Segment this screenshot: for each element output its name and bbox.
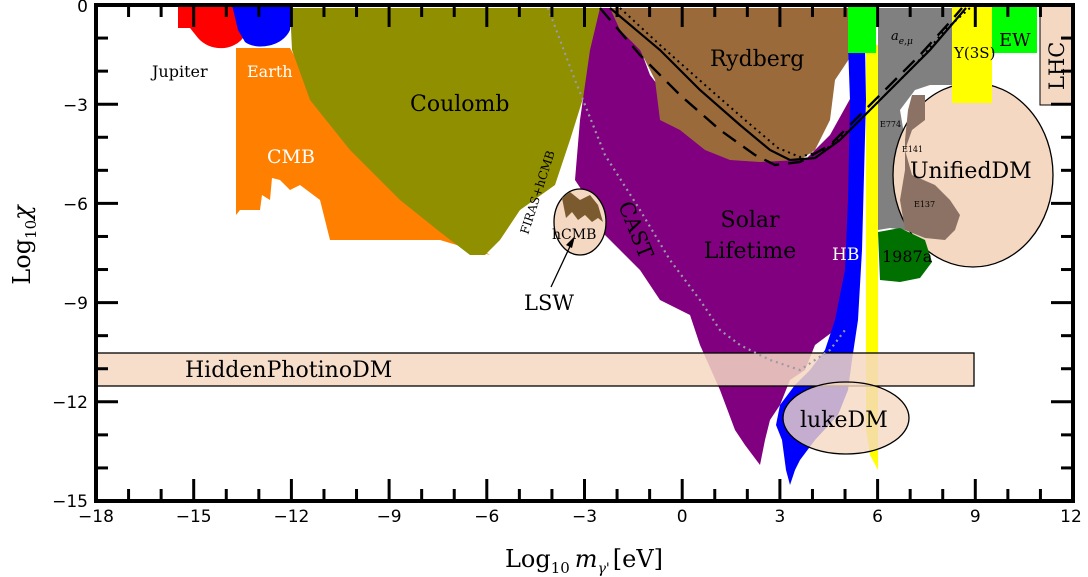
region-coulomb	[290, 8, 610, 255]
curve-solid	[609, 7, 967, 162]
label-hb: HB	[832, 245, 859, 265]
y-axis-log-sub: 10	[22, 220, 40, 239]
region-earth	[232, 5, 292, 47]
label-e137: E137	[914, 200, 935, 209]
x-tick-label: 0	[677, 507, 688, 527]
region-lukedm	[782, 381, 910, 455]
x-tick-label: −9	[377, 507, 402, 527]
x-axis-log-sub: 10	[551, 559, 570, 577]
lsw-arrow	[550, 239, 574, 288]
x-tick-label: 12	[1060, 507, 1082, 527]
region-1987a	[878, 228, 932, 282]
region-e-experiments	[900, 95, 960, 240]
label-a-sub: e,μ	[899, 37, 913, 47]
label-cmb: CMB	[267, 146, 315, 168]
x-axis-log: Log	[505, 545, 551, 573]
x-tick-label: 9	[970, 507, 981, 527]
x-tick-label: 6	[872, 507, 883, 527]
x-tick-labels: −18 −15 −12 −9 −6 −3 0 3 6 9 12	[78, 507, 1082, 527]
label-lsw: LSW	[524, 291, 574, 315]
curve-cast-dotted	[546, 7, 846, 372]
y-axis-log: Log	[8, 239, 36, 285]
label-upsilon: Υ(3S)	[953, 44, 995, 62]
y-tick-label: −9	[63, 294, 88, 314]
y-axis-title: Log10χ	[8, 204, 40, 285]
label-hcmb: hCMB	[552, 227, 596, 243]
x-tick-label: −3	[572, 507, 597, 527]
x-tick-label: 3	[774, 507, 785, 527]
region-hiddenphotinodm	[95, 352, 975, 387]
y-tick-labels: −15 −12 −9 −6 −3 0	[52, 0, 88, 512]
region-upsilon	[952, 5, 992, 103]
region-solar-lifetime	[575, 8, 860, 465]
label-lukedm: lukeDM	[800, 408, 888, 433]
region-green-top	[848, 5, 876, 53]
label-jupiter: Jupiter	[150, 62, 208, 81]
lsw-arrow-head	[566, 236, 575, 248]
curve-dotted	[619, 7, 971, 159]
label-a-e-mu: ae,μ	[891, 29, 913, 47]
y-tick-label: 0	[77, 0, 88, 17]
y-tick-label: −15	[52, 492, 88, 512]
plot-area	[95, 5, 1073, 485]
x-ticks	[94, 5, 1075, 501]
label-ew: EW	[999, 30, 1031, 51]
label-unifieddm: UnifiedDM	[910, 159, 1032, 184]
y-tick-label: −3	[63, 96, 88, 116]
y-tick-label: −12	[52, 393, 88, 413]
x-axis-var-sub: γ'	[598, 561, 610, 577]
y-tick-label: −6	[63, 195, 88, 215]
label-lifetime: Lifetime	[704, 239, 797, 264]
label-lhc: LHC	[1045, 42, 1069, 90]
label-a: a	[891, 29, 899, 44]
y-axis-var: χ	[8, 204, 36, 222]
region-lhc	[1039, 5, 1073, 106]
label-e141: E141	[902, 145, 923, 154]
label-coulomb: Coulomb	[410, 92, 509, 117]
region-rydberg	[610, 8, 860, 162]
region-hcmb	[553, 188, 607, 256]
y-ticks	[96, 3, 1073, 503]
label-e774: E774	[880, 120, 901, 129]
label-earth: Earth	[247, 62, 293, 81]
x-tick-label: −18	[78, 507, 114, 527]
x-axis-var: m	[575, 545, 598, 573]
region-ew	[992, 5, 1037, 53]
x-tick-label: −6	[474, 507, 499, 527]
x-tick-label: −12	[273, 507, 309, 527]
label-solar: Solar	[721, 208, 780, 233]
label-rydberg: Rydberg	[710, 47, 804, 72]
x-axis-title: Log10 mγ' [eV]	[505, 545, 663, 577]
region-firas-hcmb	[562, 192, 603, 222]
x-tick-label: −15	[176, 507, 212, 527]
curve-dashed	[599, 7, 963, 167]
x-axis-unit: [eV]	[613, 545, 663, 573]
label-hiddenphotinodm: HiddenPhotinoDM	[185, 358, 392, 383]
label-1987a: 1987a	[882, 247, 933, 266]
